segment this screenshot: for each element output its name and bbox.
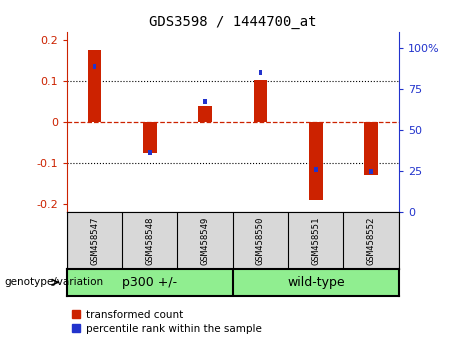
Bar: [364, 122, 378, 176]
Bar: [259, 70, 262, 75]
Text: p300 +/-: p300 +/-: [122, 276, 177, 289]
Legend: transformed count, percentile rank within the sample: transformed count, percentile rank withi…: [72, 310, 261, 334]
Text: GSM458549: GSM458549: [201, 217, 210, 265]
Bar: [369, 169, 373, 174]
Text: wild-type: wild-type: [287, 276, 344, 289]
Bar: [309, 122, 323, 200]
Bar: [198, 106, 212, 122]
Text: GSM458547: GSM458547: [90, 217, 99, 265]
Bar: [314, 167, 318, 172]
Text: GSM458548: GSM458548: [145, 217, 154, 265]
Text: GSM458552: GSM458552: [366, 217, 376, 265]
Text: genotype/variation: genotype/variation: [5, 277, 104, 287]
Text: GSM458551: GSM458551: [311, 217, 320, 265]
Bar: [143, 122, 157, 153]
Bar: [88, 50, 101, 122]
Bar: [203, 99, 207, 104]
Bar: [148, 150, 152, 155]
Bar: [254, 80, 267, 122]
Title: GDS3598 / 1444700_at: GDS3598 / 1444700_at: [149, 16, 317, 29]
Text: GSM458550: GSM458550: [256, 217, 265, 265]
Bar: [93, 64, 96, 69]
